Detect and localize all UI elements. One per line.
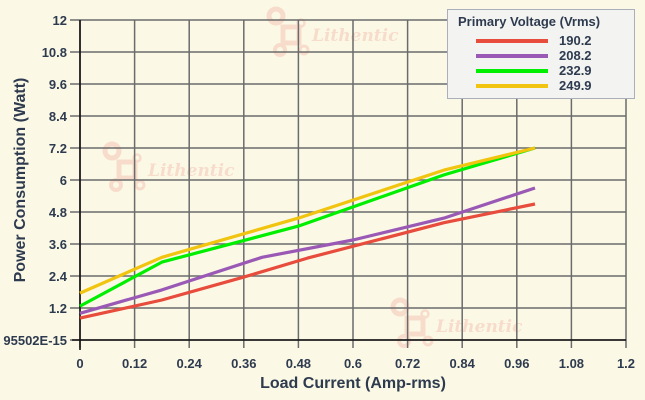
legend-label: 232.9 <box>559 63 592 78</box>
x-tick-label: 0.24 <box>177 356 203 371</box>
watermark-logo: Lithentic <box>102 141 235 192</box>
legend-swatch <box>476 69 548 73</box>
series-line-208-2 <box>79 186 536 315</box>
legend-label: 208.2 <box>559 48 592 63</box>
watermark-text: Lithentic <box>147 161 235 181</box>
legend-swatch <box>476 39 548 43</box>
series-line-190-2 <box>79 202 536 320</box>
y-tick-label: 95502E-15 <box>3 333 67 348</box>
series-lines <box>79 146 536 320</box>
y-tick-label: 7.2 <box>49 141 67 156</box>
tick-labels: 0 0.12 0.24 0.36 0.48 0.6 0.72 0.84 0.96 1.08 1.2 9… <box>3 13 635 371</box>
legend-item-249-9: 249.9 <box>476 78 626 93</box>
x-tick-label: 0.12 <box>122 356 147 371</box>
y-tick-label: 4.8 <box>49 205 67 220</box>
x-tick-label: 0.36 <box>231 356 256 371</box>
y-tick-label: 1.2 <box>49 301 67 316</box>
x-tick-label: 1.08 <box>559 356 584 371</box>
legend-label: 190.2 <box>559 33 592 48</box>
x-tick-label: 0 <box>76 356 83 371</box>
x-tick-label: 1.2 <box>617 356 635 371</box>
x-tick-label: 0.48 <box>286 356 311 371</box>
legend-item-190-2: 190.2 <box>476 33 626 48</box>
x-axis-title: Load Current (Amp-rms) <box>260 375 446 392</box>
watermark-logo: Lithentic <box>266 6 399 57</box>
legend: Primary Voltage (Vrms) 190.2 208.2 232.9… <box>447 9 635 99</box>
legend-title: Primary Voltage (Vrms) <box>458 14 601 29</box>
series-line-249-9 <box>79 146 536 295</box>
y-tick-label: 6 <box>60 173 67 188</box>
watermark-text: Lithentic <box>435 317 523 337</box>
x-tick-label: 0.72 <box>395 356 420 371</box>
legend-swatch <box>476 54 548 58</box>
y-tick-label: 12 <box>53 13 67 28</box>
y-tick-label: 8.4 <box>49 109 68 124</box>
watermark-text: Lithentic <box>311 26 399 46</box>
legend-label: 249.9 <box>559 78 592 93</box>
series-line-232-9 <box>79 146 536 308</box>
y-axis-title: Power Consumption (Watt) <box>12 78 29 283</box>
watermark-logo: Lithentic <box>390 297 523 348</box>
legend-item-208-2: 208.2 <box>476 48 626 63</box>
legend-item-232-9: 232.9 <box>476 63 626 78</box>
x-tick-label: 0.84 <box>450 356 476 371</box>
legend-swatch <box>476 84 548 88</box>
y-tick-label: 10.8 <box>42 45 67 60</box>
y-tick-label: 3.6 <box>49 237 67 252</box>
x-tick-label: 0.6 <box>344 356 362 371</box>
y-tick-label: 9.6 <box>49 77 67 92</box>
x-tick-label: 0.96 <box>504 356 529 371</box>
axes <box>72 20 626 350</box>
y-tick-label: 2.4 <box>49 269 68 284</box>
